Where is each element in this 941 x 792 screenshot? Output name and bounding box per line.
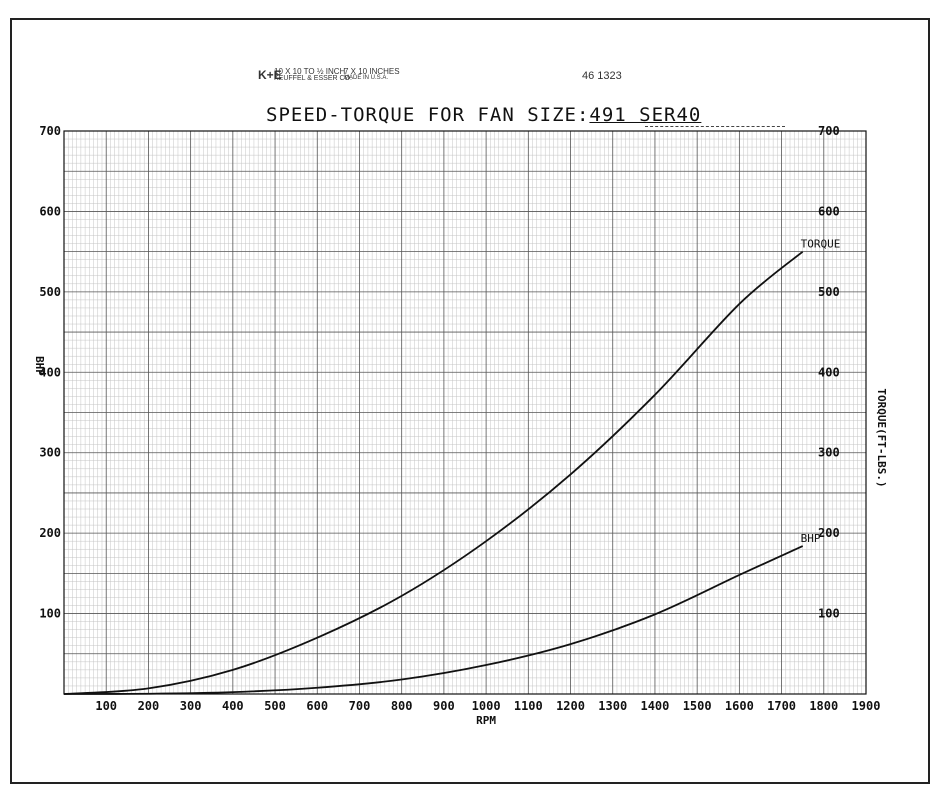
y-tick-label: 700 — [39, 124, 61, 138]
y-tick-label: 200 — [39, 526, 61, 540]
paper-size-text: 7 X 10 INCHES — [344, 67, 400, 76]
chart-title-fan-size: 491 SER40 — [589, 104, 702, 126]
y2-tick-label: 200 — [818, 526, 840, 540]
x-tick-label: 1200 — [556, 699, 585, 713]
x-tick-label: 200 — [138, 699, 160, 713]
x-axis-label: RPM — [476, 714, 496, 727]
y-tick-label: 300 — [39, 446, 61, 460]
y-axis-label: BHP — [33, 356, 46, 376]
chart-title-prefix: SPEED-TORQUE FOR FAN SIZE: — [266, 104, 590, 126]
x-tick-label: 1900 — [852, 699, 881, 713]
x-tick-label: 1000 — [472, 699, 501, 713]
title-dash-line — [645, 126, 785, 139]
y-tick-label: 400 — [39, 365, 61, 379]
y-tick-label: 500 — [39, 285, 61, 299]
x-tick-label: 100 — [95, 699, 117, 713]
maker-logo: K+E — [258, 68, 282, 82]
y2-tick-label: 600 — [818, 204, 840, 218]
chart-title: SPEED-TORQUE FOR FAN SIZE:491 SER40 — [266, 104, 701, 126]
maker-ruling-text: 10 X 10 TO ½ INCH — [274, 67, 346, 76]
y2-tick-label: 500 — [818, 285, 840, 299]
catalog-number: 46 1323 — [582, 70, 622, 82]
x-tick-label: 1300 — [598, 699, 627, 713]
y2-tick-label: 300 — [818, 446, 840, 460]
x-tick-label: 1100 — [514, 699, 543, 713]
y2-axis-label: TORQUE(FT-LBS.) — [875, 388, 888, 487]
torque-series-line — [63, 250, 804, 695]
page-frame — [10, 18, 930, 784]
torque-series-label: TORQUE — [801, 238, 841, 251]
made-in-text: MADE IN U.S.A. — [344, 75, 389, 81]
y2-tick-label: 700 — [818, 124, 840, 138]
x-tick-label: 1500 — [683, 699, 712, 713]
curves: TORQUE BHP — [63, 238, 841, 695]
x-tick-label: 1400 — [640, 699, 669, 713]
y2-tick-label: 100 — [818, 607, 840, 621]
tick-labels: 100 200 300 400 500 600 700 800 900 1000 1100 1200 1… — [39, 124, 880, 713]
bhp-series-label: BHP — [801, 532, 821, 545]
x-tick-label: 1600 — [725, 699, 754, 713]
bhp-series-line — [63, 545, 804, 695]
x-tick-label: 400 — [222, 699, 244, 713]
plot-border — [63, 130, 867, 695]
x-tick-label: 800 — [391, 699, 413, 713]
x-tick-label: 700 — [349, 699, 371, 713]
y-tick-label: 100 — [39, 607, 61, 621]
x-tick-label: 900 — [433, 699, 455, 713]
x-tick-label: 600 — [306, 699, 328, 713]
y-tick-label: 600 — [39, 204, 61, 218]
x-tick-label: 300 — [180, 699, 202, 713]
maker-company-text: KEUFFEL & ESSER CO. — [274, 75, 352, 82]
x-tick-label: 500 — [264, 699, 286, 713]
x-tick-label: 1800 — [809, 699, 838, 713]
x-tick-label: 1700 — [767, 699, 796, 713]
y2-tick-label: 400 — [818, 365, 840, 379]
